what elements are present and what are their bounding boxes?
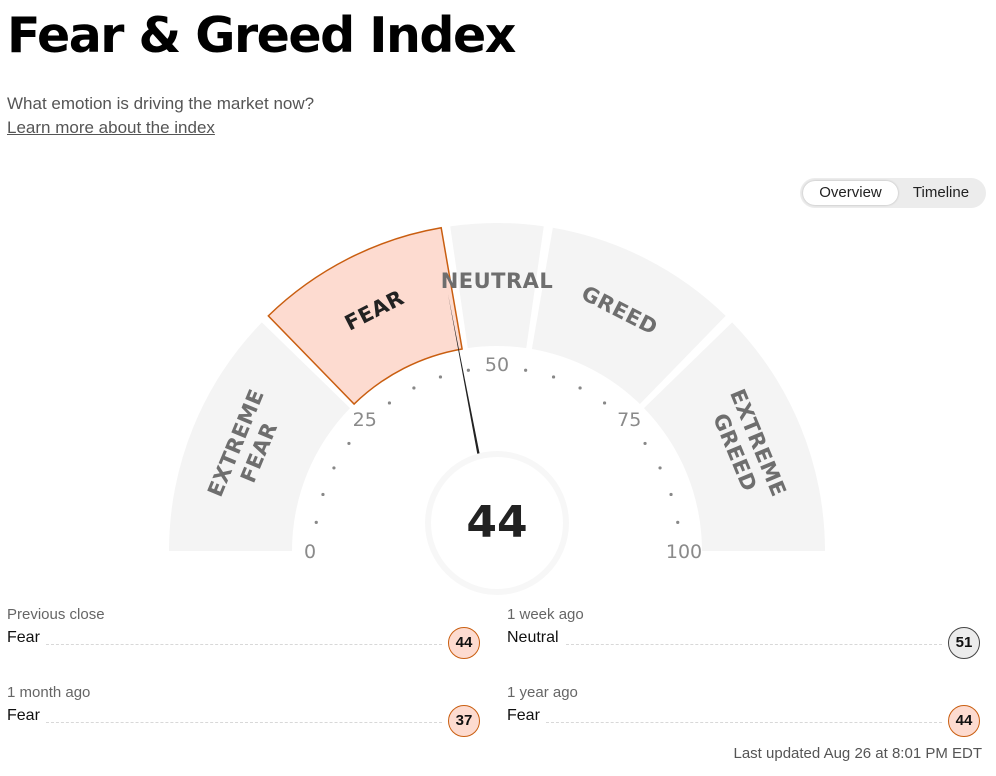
stat-divider xyxy=(566,644,942,645)
score-badge-1-month-ago: 37 xyxy=(448,705,480,737)
stat-label-1-month-ago: 1 month ago xyxy=(7,684,91,701)
scale-label-25: 25 xyxy=(353,409,377,431)
segment-label-neutral: NEUTRAL xyxy=(441,269,554,293)
scale-dot xyxy=(347,441,351,446)
stat-value-previous-close: Fear xyxy=(7,629,40,646)
scale-dot xyxy=(551,375,556,379)
scale-dot xyxy=(602,401,607,405)
timeline-tab[interactable]: Timeline xyxy=(912,184,970,201)
stat-divider xyxy=(46,722,442,723)
page-title: Fear & Greed Index xyxy=(7,7,516,64)
scale-dot xyxy=(332,466,336,470)
score-badge-1-week-ago: 51 xyxy=(948,627,980,659)
scale-label-50: 50 xyxy=(485,354,509,376)
scale-dot xyxy=(643,441,647,446)
gauge-segment-extreme-fear xyxy=(169,322,351,551)
learn-more-link[interactable]: Learn more about the index xyxy=(7,118,215,137)
stat-label-previous-close: Previous close xyxy=(7,606,105,623)
gauge-segment-greed xyxy=(531,227,726,405)
scale-label-100: 100 xyxy=(666,541,702,563)
scale-dot xyxy=(524,368,528,372)
overview-tab[interactable]: Overview xyxy=(803,181,898,205)
stat-value-1-year-ago: Fear xyxy=(507,707,540,724)
score-badge-previous-close: 44 xyxy=(448,627,480,659)
scale-dot xyxy=(676,520,680,524)
scale-dot xyxy=(412,386,416,390)
page-subtitle: What emotion is driving the market now? xyxy=(7,94,315,113)
scale-dot xyxy=(578,386,582,390)
scale-dot xyxy=(387,401,392,405)
stat-divider xyxy=(546,722,942,723)
stat-label-1-week-ago: 1 week ago xyxy=(507,606,584,623)
scale-dot xyxy=(321,492,325,497)
stat-value-1-week-ago: Neutral xyxy=(507,629,559,646)
gauge-segment-fear xyxy=(267,226,463,406)
scale-dot xyxy=(669,492,673,497)
stat-value-1-month-ago: Fear xyxy=(7,707,40,724)
gauge-hub xyxy=(431,457,563,589)
scale-dot xyxy=(466,368,470,372)
scale-dot xyxy=(314,520,318,524)
scale-dot xyxy=(438,375,443,379)
last-updated: Last updated Aug 26 at 8:01 PM EDT xyxy=(733,745,983,762)
stat-label-1-year-ago: 1 year ago xyxy=(507,684,578,701)
gauge-value: 44 xyxy=(466,497,527,548)
fear-greed-gauge: EXTREMEFEARFEARNEUTRALGREEDEXTREMEGREED0… xyxy=(169,223,825,589)
score-badge-1-year-ago: 44 xyxy=(948,705,980,737)
stat-divider xyxy=(46,644,442,645)
view-toggle: Overview Timeline xyxy=(800,178,986,208)
gauge-segment-neutral xyxy=(450,223,544,349)
scale-label-0: 0 xyxy=(304,541,316,563)
gauge-segment-extreme-greed xyxy=(643,322,825,551)
scale-dot xyxy=(658,466,662,470)
scale-label-75: 75 xyxy=(617,409,641,431)
